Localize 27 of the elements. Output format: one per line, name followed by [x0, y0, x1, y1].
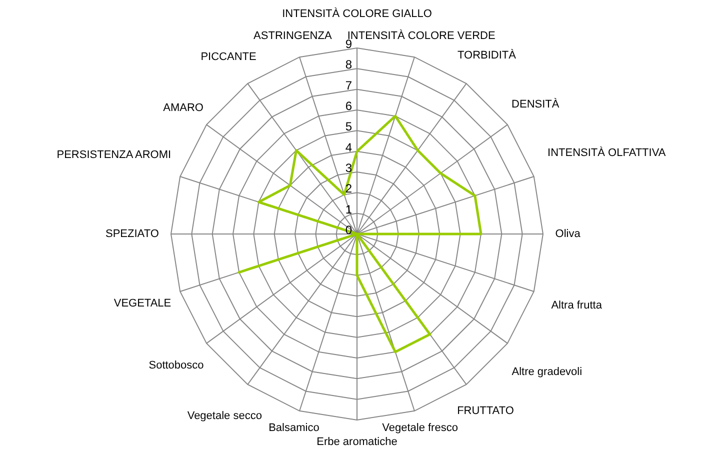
spoke-label: PICCANTE [200, 51, 256, 64]
spoke-label: PERSISTENZA AROMI [56, 149, 172, 162]
spoke-label: Altra frutta [551, 299, 603, 312]
spoke-label: AMARO [163, 102, 204, 114]
y-tick-label: 0 [345, 223, 352, 237]
spoke-label: Altre gradevoli [512, 366, 582, 378]
spoke-label: Vegetale secco [187, 410, 262, 422]
spoke-label: SPEZIATO [106, 228, 160, 240]
y-tick-label: 6 [345, 99, 352, 113]
spoke-label: INTENSITÀ OLFATTIVA [548, 146, 666, 159]
y-tick-label: 8 [345, 58, 352, 72]
y-tick-label: 5 [345, 120, 352, 134]
y-tick-label: 4 [345, 140, 352, 154]
spoke-label: Balsamico [268, 422, 320, 434]
spoke-label: ASTRINGENZA [254, 30, 332, 42]
spoke-label: TORBIDITÀ [457, 48, 517, 62]
spoke-label: Oliva [555, 228, 582, 240]
spoke-label: Erbe aromatiche [316, 436, 398, 448]
y-tick-label: 1 [345, 202, 352, 216]
spoke-label: VEGETALE [114, 298, 172, 310]
spoke-label: Sottobosco [148, 359, 204, 372]
y-tick-label: 3 [345, 161, 352, 175]
spoke-label: FRUTTATO [457, 404, 514, 417]
spoke-label: DENSITÀ [512, 97, 560, 110]
spoke-label: Vegetale fresco [382, 422, 458, 434]
spoke-label: INTENSITÀ COLORE GIALLO [282, 7, 432, 20]
y-tick-label: 7 [345, 78, 352, 92]
